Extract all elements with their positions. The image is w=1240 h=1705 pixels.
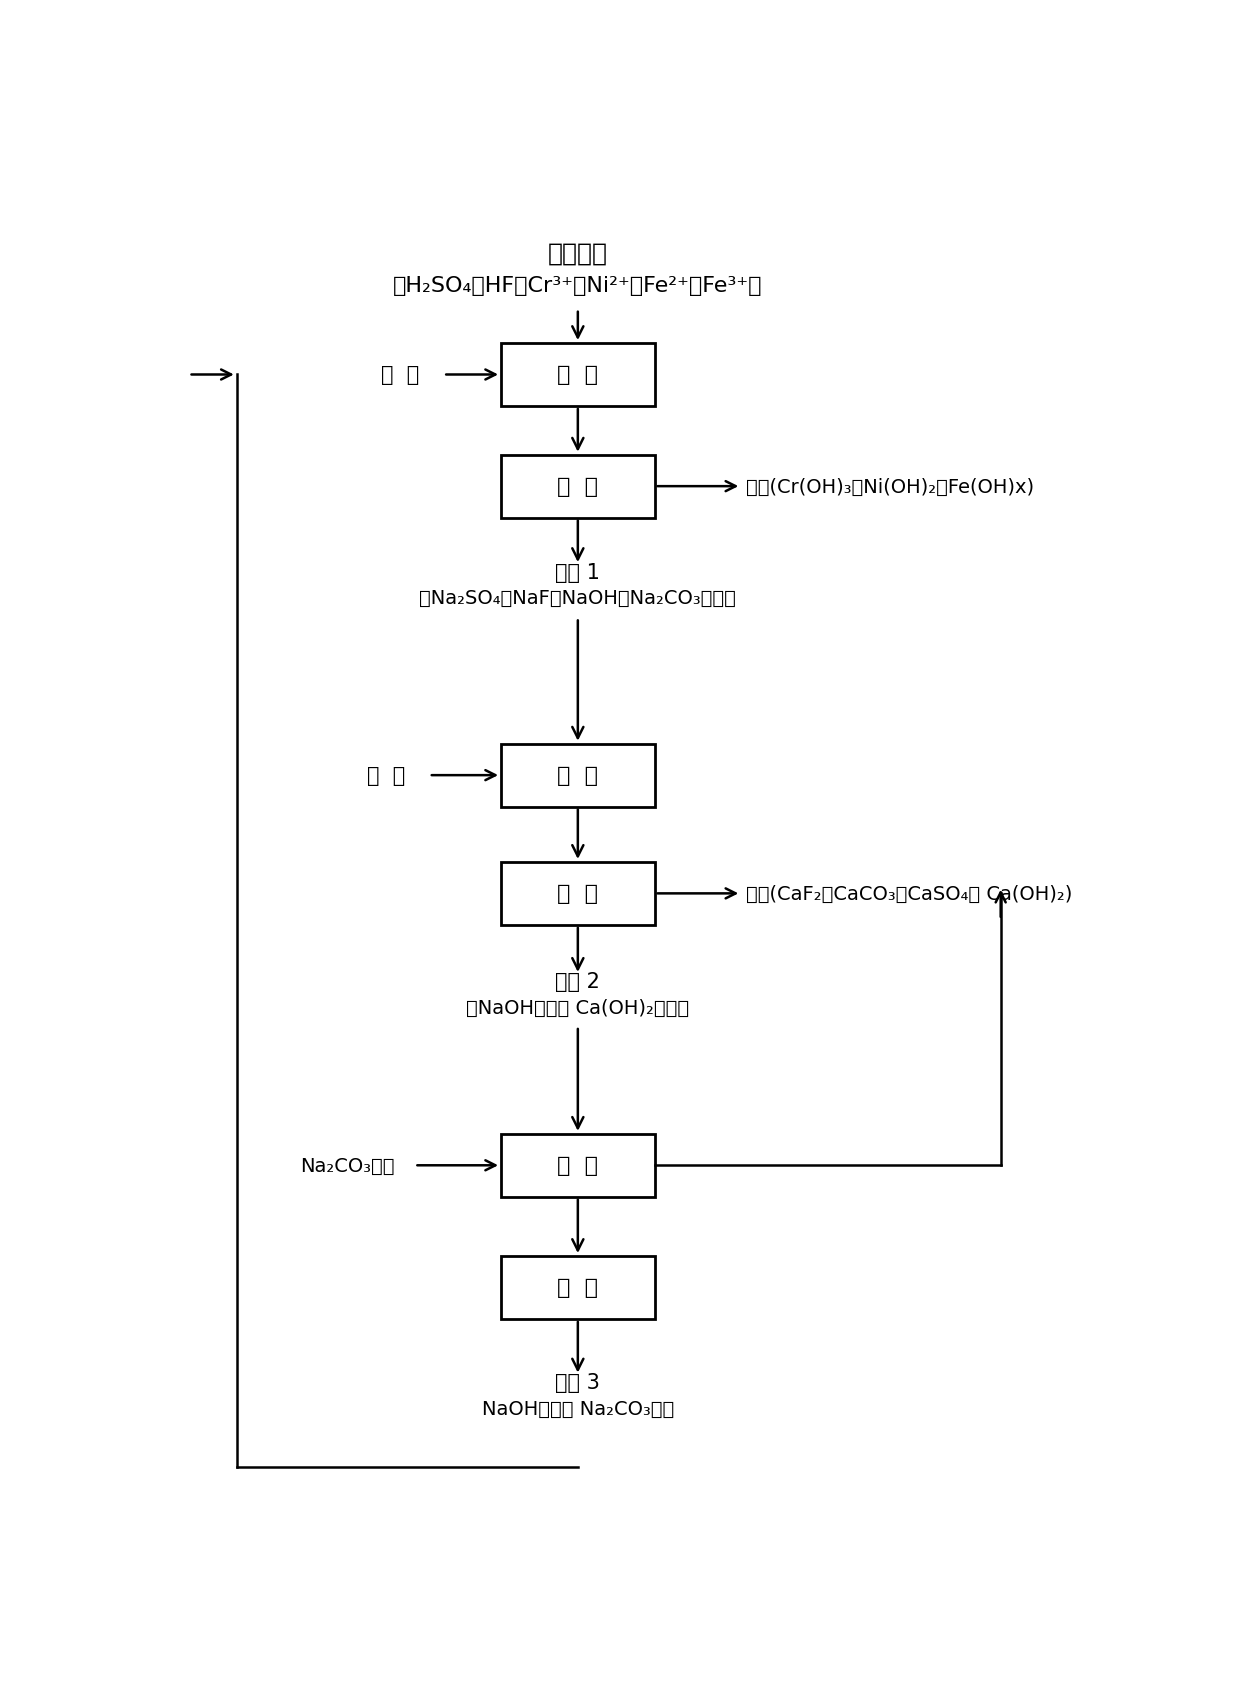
- FancyBboxPatch shape: [501, 743, 655, 806]
- Text: 滤渣(Cr(OH)₃、Ni(OH)₂、Fe(OH)x): 滤渣(Cr(OH)₃、Ni(OH)₂、Fe(OH)x): [746, 477, 1034, 496]
- Text: （H₂SO₄、HF、Cr³⁺、Ni²⁺、Fe²⁺、Fe³⁺）: （H₂SO₄、HF、Cr³⁺、Ni²⁺、Fe²⁺、Fe³⁺）: [393, 276, 763, 297]
- Text: 碌  液: 碌 液: [381, 365, 419, 385]
- Text: 过  滤: 过 滤: [557, 1277, 599, 1298]
- Text: （NaOH、少量 Ca(OH)₂溶液）: （NaOH、少量 Ca(OH)₂溶液）: [466, 999, 689, 1018]
- FancyBboxPatch shape: [501, 1257, 655, 1320]
- Text: 沉  淡: 沉 淡: [557, 365, 599, 385]
- Text: 沉  淡: 沉 淡: [557, 1156, 599, 1176]
- Text: 酸洗废汲: 酸洗废汲: [548, 240, 608, 266]
- FancyBboxPatch shape: [501, 455, 655, 518]
- FancyBboxPatch shape: [501, 863, 655, 926]
- Text: Na₂CO₃溶液: Na₂CO₃溶液: [300, 1156, 394, 1175]
- Text: 滤液 2: 滤液 2: [556, 972, 600, 992]
- FancyBboxPatch shape: [501, 1134, 655, 1197]
- FancyBboxPatch shape: [501, 344, 655, 407]
- Text: 滤渣(CaF₂、CaCO₃、CaSO₄和 Ca(OH)₂): 滤渣(CaF₂、CaCO₃、CaSO₄和 Ca(OH)₂): [746, 885, 1073, 904]
- Text: 过  滤: 过 滤: [557, 477, 599, 496]
- Text: 石  灰: 石 灰: [367, 766, 404, 786]
- Text: （Na₂SO₄、NaF、NaOH、Na₂CO₃溶液）: （Na₂SO₄、NaF、NaOH、Na₂CO₃溶液）: [419, 588, 737, 609]
- Text: 滤液 1: 滤液 1: [556, 563, 600, 581]
- Text: NaOH、少量 Na₂CO₃溶液: NaOH、少量 Na₂CO₃溶液: [481, 1400, 675, 1419]
- Text: 过  滤: 过 滤: [557, 883, 599, 904]
- Text: 沉  淡: 沉 淡: [557, 766, 599, 786]
- Text: 滤液 3: 滤液 3: [556, 1373, 600, 1393]
